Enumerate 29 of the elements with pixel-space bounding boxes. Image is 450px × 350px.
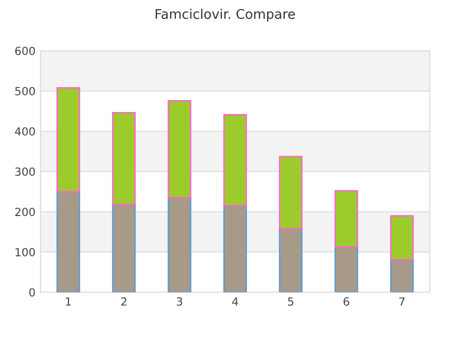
y-tick-label: 400 bbox=[14, 127, 35, 136]
y-tick-label: 100 bbox=[16, 248, 35, 256]
x-tick-label: 4 bbox=[232, 297, 238, 306]
bar bbox=[390, 258, 414, 292]
x-tick-label: 7 bbox=[399, 297, 405, 306]
bar bbox=[223, 114, 247, 206]
y-tick-label: 300 bbox=[15, 167, 35, 176]
bar bbox=[334, 246, 358, 292]
bar bbox=[223, 205, 247, 292]
bar bbox=[168, 100, 192, 198]
chart-title: Famciclovir. Compare bbox=[156, 8, 295, 22]
bar bbox=[112, 112, 136, 206]
bar bbox=[334, 190, 358, 248]
bar bbox=[278, 156, 303, 230]
bar bbox=[112, 204, 136, 292]
x-tick-label: 5 bbox=[288, 297, 294, 306]
x-tick-label: 2 bbox=[121, 297, 126, 306]
y-tick-label: 500 bbox=[15, 86, 35, 96]
y-tick-label: 0 bbox=[29, 288, 35, 297]
bar bbox=[168, 196, 192, 292]
bar bbox=[390, 215, 414, 260]
bar bbox=[56, 87, 80, 192]
y-tick-label: 600 bbox=[15, 46, 35, 56]
bar bbox=[56, 190, 80, 292]
y-tick-label: 200 bbox=[15, 208, 35, 216]
x-tick-label: 6 bbox=[344, 297, 350, 306]
bar bbox=[278, 228, 303, 292]
x-tick-label: 1 bbox=[66, 297, 71, 306]
x-tick-label: 3 bbox=[176, 297, 182, 306]
